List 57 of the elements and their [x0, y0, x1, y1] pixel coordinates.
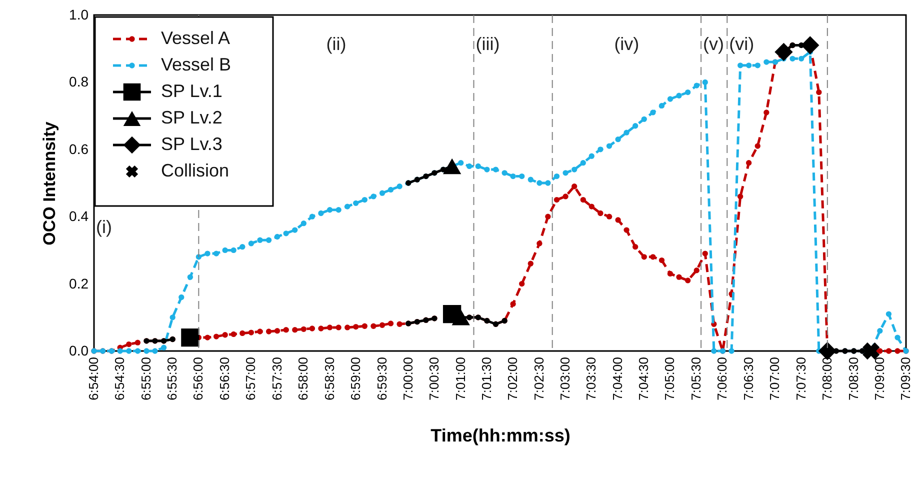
legend-label: SP Lv.1 [161, 81, 222, 101]
annotation: (ii) [326, 34, 346, 54]
x-tick-label: 7:06:30 [740, 357, 756, 400]
annotation: (vi) [729, 34, 754, 54]
x-tick-label: 7:09:30 [898, 357, 913, 400]
point [801, 36, 820, 54]
point [442, 158, 462, 174]
x-tick-label: 7:03:30 [584, 357, 599, 400]
x-tick-label: 6:56:00 [190, 357, 206, 400]
x-tick-label: 6:59:30 [374, 357, 390, 400]
legend-label: Vessel B [161, 54, 232, 74]
x-tick-label: 7:01:30 [478, 357, 494, 400]
x-tick-label: 7:07:00 [767, 357, 782, 400]
x-axis-title: Time(hh:mm:ss) [430, 426, 570, 446]
legend-label: Vessel A [161, 28, 230, 48]
y-tick-label: 0.2 [69, 275, 89, 292]
y-tick-label: 0.0 [69, 342, 89, 358]
x-tick-label: 7:04:00 [610, 357, 626, 400]
x-tick-label: 6:57:30 [269, 357, 284, 400]
point [774, 42, 793, 62]
legend-label: SP Lv.3 [161, 134, 222, 154]
x-tick-label: 7:06:00 [714, 357, 730, 400]
y-tick-label: 0.4 [69, 208, 89, 224]
annotation: (iii) [476, 34, 500, 54]
point [452, 310, 470, 326]
annotation: (v) [703, 34, 724, 54]
x-tick-label: 6:54:00 [86, 357, 101, 400]
x-tick-label: 7:07:30 [793, 357, 808, 400]
annotation: (i) [96, 217, 112, 237]
y-axis-title: OCO Intennsity [40, 121, 60, 246]
x-tick-label: 6:55:30 [164, 357, 180, 400]
legend-label: SP Lv.2 [161, 108, 222, 128]
x-tick-label: 7:01:00 [452, 357, 468, 400]
x-tick-label: 6:56:30 [217, 357, 232, 400]
x-tick-label: 7:05:30 [688, 357, 704, 400]
x-tick-label: 7:00:00 [400, 357, 416, 400]
point [181, 328, 200, 347]
y-tick-label: 1.0 [69, 6, 89, 22]
x-tick-label: 6:58:30 [322, 357, 337, 400]
legend-label: Collision [161, 160, 230, 180]
x-tick-label: 7:08:00 [819, 357, 834, 400]
x-tick-label: 6:58:00 [296, 357, 311, 400]
x-tick-label: 7:02:00 [505, 357, 520, 400]
x-tick-label: 7:00:30 [426, 357, 442, 400]
x-tick-label: 6:59:00 [348, 357, 363, 400]
x-tick-label: 7:03:00 [558, 357, 573, 400]
x-tick-label: 7:09:00 [872, 357, 887, 400]
x-tick-label: 7:08:30 [846, 357, 861, 400]
annotation: (iv) [614, 34, 640, 54]
x-tick-label: 7:02:30 [531, 357, 546, 400]
x-tick-label: 6:55:00 [138, 357, 154, 400]
x-tick-label: 6:54:30 [112, 357, 128, 400]
x-tick-label: 7:05:00 [662, 357, 678, 400]
y-tick-label: 0.8 [69, 74, 89, 90]
x-tick-label: 7:04:30 [636, 357, 652, 400]
y-tick-label: 0.6 [69, 140, 89, 157]
x-tick-label: 6:57:00 [243, 357, 258, 400]
